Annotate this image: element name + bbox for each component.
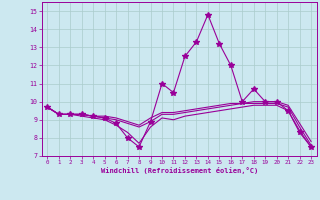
X-axis label: Windchill (Refroidissement éolien,°C): Windchill (Refroidissement éolien,°C): [100, 167, 258, 174]
